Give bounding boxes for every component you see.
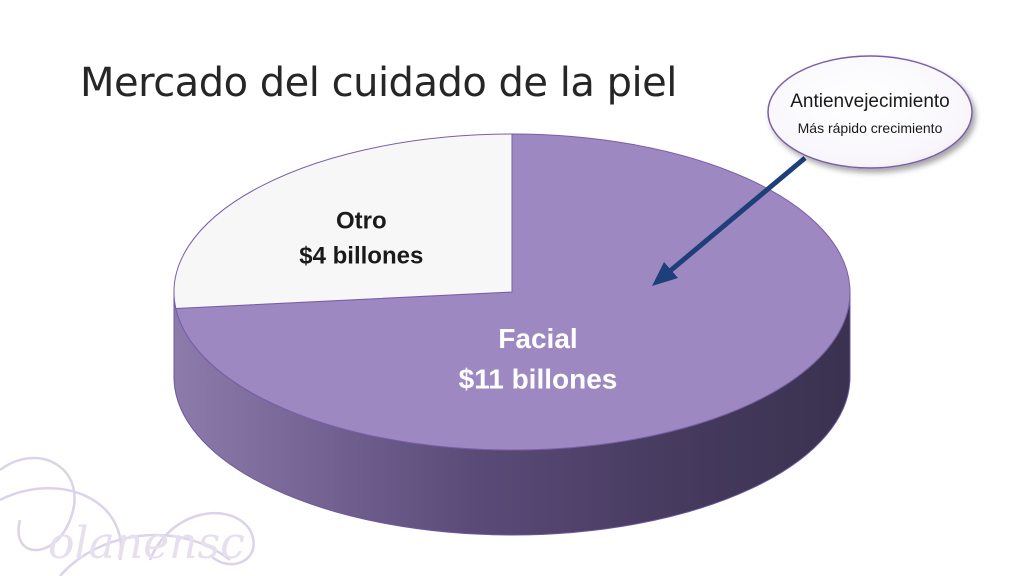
slice-label-facial: Facial	[498, 323, 577, 354]
pie-slice-facial	[175, 133, 851, 451]
watermark-text: olanensc	[48, 518, 245, 569]
slide-title: Mercado del cuidado de la piel	[80, 60, 677, 106]
arrowhead	[652, 262, 678, 286]
callout-bubble	[767, 55, 973, 169]
callout-arrow	[652, 156, 807, 286]
callout-line1: Antienvejecimiento	[790, 91, 949, 112]
slice-value-label-facial: $11 billones	[459, 364, 618, 395]
slice-value-label-otro: $4 billones	[299, 242, 423, 269]
callout-line2: Más rápido crecimiento	[798, 120, 943, 136]
pie-slice-otro	[173, 133, 513, 310]
slice-label-otro: Otro	[336, 208, 387, 235]
